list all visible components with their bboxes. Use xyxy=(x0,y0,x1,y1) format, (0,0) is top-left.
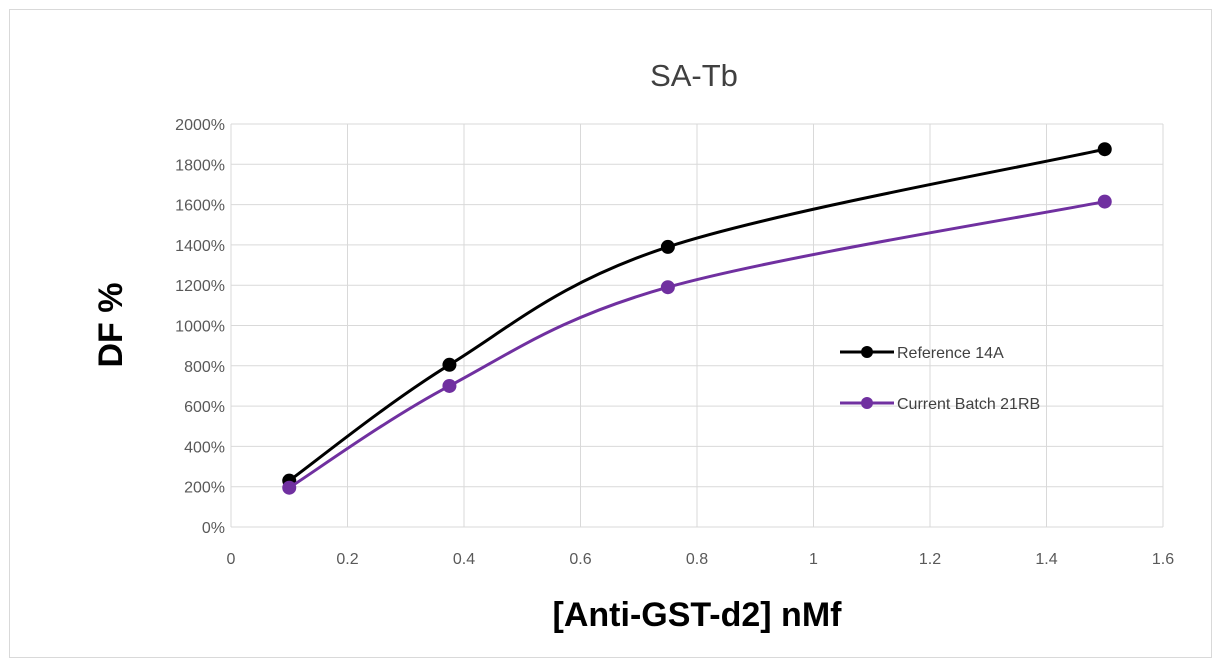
chart-area xyxy=(9,9,1212,658)
y-tick-label: 1800% xyxy=(175,157,225,174)
data-point xyxy=(660,280,675,295)
series-2 xyxy=(282,194,1112,495)
y-tick-label: 2000% xyxy=(175,117,225,134)
gridlines xyxy=(230,123,1164,528)
legend-item: Reference 14A xyxy=(840,345,1004,362)
legend-label: Reference 14A xyxy=(897,345,1004,362)
series-line xyxy=(288,147,1106,482)
y-tick-label: 400% xyxy=(184,439,225,456)
series-line xyxy=(288,200,1106,489)
y-tick-label: 1000% xyxy=(175,319,225,336)
y-tick-label: 1200% xyxy=(175,278,225,295)
chart-title: SA-Tb xyxy=(650,58,738,93)
x-tick-label: 0.8 xyxy=(686,551,708,568)
x-tick-label: 1.2 xyxy=(919,551,941,568)
y-tick-label: 800% xyxy=(184,359,225,376)
x-tick-label: 0.4 xyxy=(453,551,475,568)
x-tick-label: 1.6 xyxy=(1152,551,1174,568)
y-tick-label: 1600% xyxy=(175,198,225,215)
legend: Reference 14A Current Batch 21RB xyxy=(840,345,1040,413)
x-tick-label: 1.4 xyxy=(1035,551,1057,568)
x-axis-ticks: 0 0.2 0.4 0.6 0.8 1 1.2 1.4 1.6 xyxy=(227,551,1175,568)
legend-item: Current Batch 21RB xyxy=(840,396,1040,413)
x-tick-label: 0.6 xyxy=(569,551,591,568)
y-axis-label: DF % xyxy=(92,283,130,368)
data-point xyxy=(442,357,457,372)
y-tick-label: 600% xyxy=(184,399,225,416)
y-axis-ticks: 0% 200% 400% 600% 800% 1000% 1200% 1400% 1600% 18… xyxy=(175,117,225,537)
series-layer xyxy=(282,142,1112,495)
y-tick-label: 1400% xyxy=(175,238,225,255)
data-point xyxy=(1097,194,1112,209)
data-point xyxy=(442,378,457,393)
x-tick-label: 0.2 xyxy=(336,551,358,568)
data-point xyxy=(660,239,675,254)
y-tick-label: 0% xyxy=(202,520,225,537)
data-point xyxy=(282,480,297,495)
legend-label: Current Batch 21RB xyxy=(897,396,1040,413)
x-tick-label: 1 xyxy=(809,551,818,568)
y-tick-label: 200% xyxy=(184,480,225,497)
x-axis-label: [Anti-GST-d2] nMf xyxy=(553,596,843,634)
x-tick-label: 0 xyxy=(227,551,236,568)
data-point xyxy=(1097,142,1112,157)
legend-marker xyxy=(861,397,873,409)
legend-marker xyxy=(861,346,873,358)
